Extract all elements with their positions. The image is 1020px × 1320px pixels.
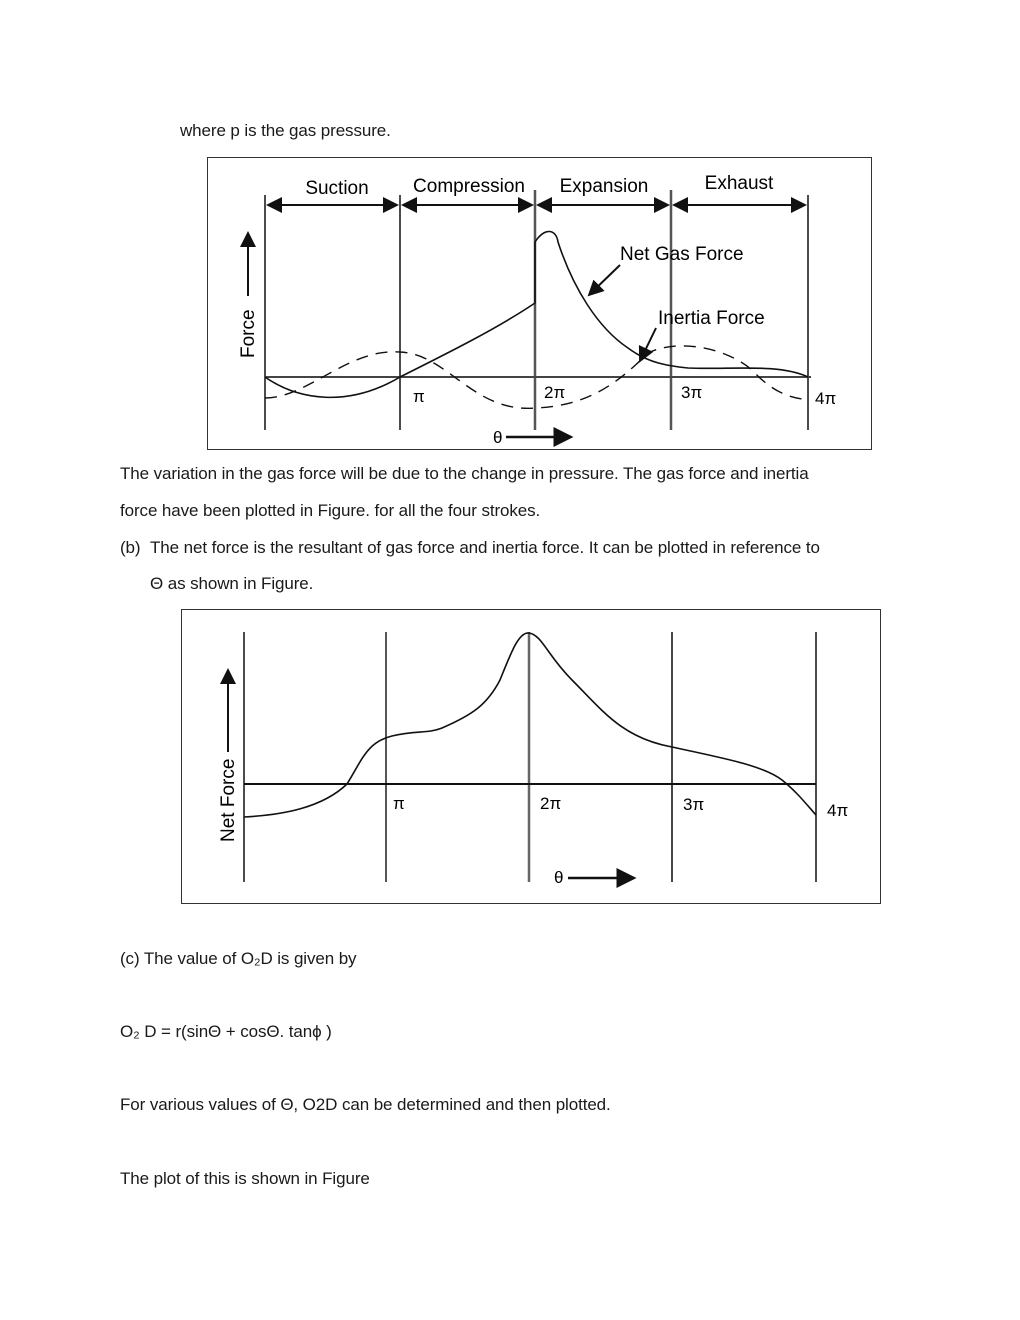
intro-line: where p is the gas pressure.	[180, 121, 391, 140]
item-b-marker: (b)	[120, 538, 141, 557]
tick-2pi: 2π	[544, 383, 565, 402]
net-force-chart: Net Force π 2π 3π 4π θ	[218, 632, 848, 888]
tick-4pi: 4π	[827, 801, 848, 820]
stroke-label-suction: Suction	[305, 178, 368, 199]
tick-2pi: 2π	[540, 794, 561, 813]
annotation-net-gas-force: Net Gas Force	[620, 244, 744, 265]
equation-o2d: O₂ D = r(sinΘ + cosΘ. tanϕ )	[120, 1022, 332, 1041]
x-axis-label: θ	[554, 868, 563, 887]
gas-inertia-chart: Suction Compression Expansion Exhaust Fo…	[238, 173, 836, 447]
item-b-line2: Θ as shown in Figure.	[150, 574, 314, 593]
tick-pi: π	[393, 794, 405, 813]
tick-3pi: 3π	[681, 383, 702, 402]
annotation-inertia-force: Inertia Force	[658, 308, 765, 329]
item-c: (c) The value of O₂D is given by	[120, 949, 357, 968]
y-axis-label: Net Force	[218, 759, 239, 842]
net-gas-force-curve	[264, 230, 809, 399]
paragraph-various-values: For various values of Θ, O2D can be dete…	[120, 1095, 611, 1114]
figure-net-force: Net Force π 2π 3π 4π θ	[181, 609, 881, 904]
net-force-curve	[243, 632, 817, 818]
stroke-label-exhaust: Exhaust	[705, 173, 774, 194]
paragraph-variation-line1: The variation in the gas force will be d…	[120, 464, 809, 483]
figure-gas-inertia-force: Suction Compression Expansion Exhaust Fo…	[207, 157, 872, 450]
tick-4pi: 4π	[815, 389, 836, 408]
stroke-label-compression: Compression	[413, 176, 525, 197]
paragraph-plot-shown: The plot of this is shown in Figure	[120, 1169, 370, 1188]
tick-pi: π	[413, 387, 425, 406]
paragraph-variation-line2: force have been plotted in Figure. for a…	[120, 501, 541, 520]
item-b-line1: The net force is the resultant of gas fo…	[150, 538, 820, 557]
x-axis-label: θ	[493, 428, 502, 447]
stroke-label-expansion: Expansion	[560, 176, 649, 197]
tick-3pi: 3π	[683, 795, 704, 814]
y-axis-label: Force	[238, 309, 259, 358]
inertia-force-curve	[264, 345, 809, 409]
